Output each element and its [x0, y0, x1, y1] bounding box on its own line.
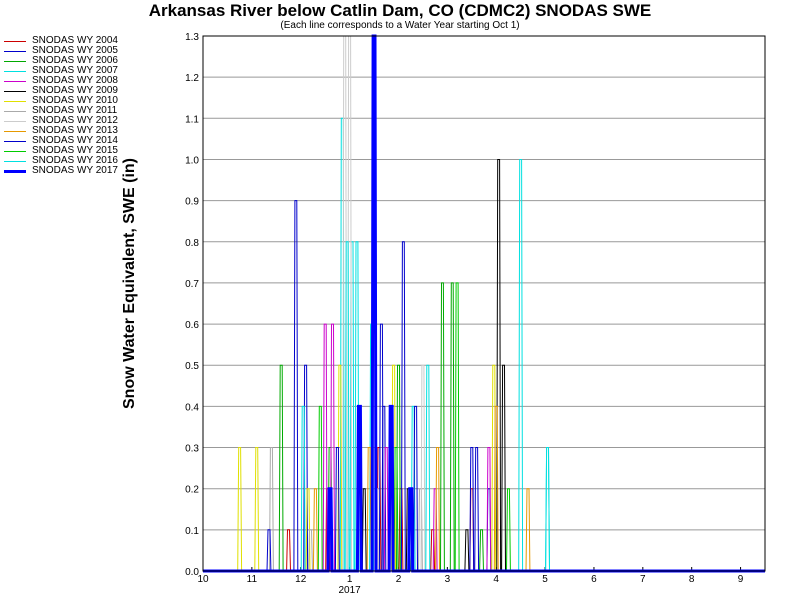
legend-swatch: [4, 50, 26, 52]
legend-swatch: [4, 150, 26, 152]
y-tick-label: 1.1: [185, 114, 199, 125]
legend-label: SNODAS WY 2006: [32, 55, 118, 66]
legend-item: SNODAS WY 2013: [4, 126, 134, 136]
legend-swatch: [4, 130, 26, 132]
x-tick-label: 9: [738, 574, 744, 585]
legend-item: SNODAS WY 2004: [4, 36, 134, 46]
legend-label: SNODAS WY 2011: [32, 105, 118, 116]
x-tick-label: 11: [247, 574, 258, 585]
series-line-10: [203, 323, 765, 572]
legend-item: SNODAS WY 2010: [4, 96, 134, 106]
series-line-3: [203, 117, 765, 572]
y-tick-label: 0.8: [185, 238, 199, 249]
legend-item: SNODAS WY 2012: [4, 116, 134, 126]
series-line-11: [203, 282, 765, 572]
legend-swatch: [4, 70, 26, 72]
legend-label: SNODAS WY 2017: [32, 165, 118, 176]
y-tick-label: 0.0: [185, 567, 199, 578]
legend-item: SNODAS WY 2011: [4, 106, 134, 116]
legend-label: SNODAS WY 2007: [32, 65, 118, 76]
series-line-9: [203, 405, 765, 572]
legend-label: SNODAS WY 2009: [32, 85, 118, 96]
chart-subtitle: (Each line corresponds to a Water Year s…: [280, 20, 520, 31]
legend-item: SNODAS WY 2007: [4, 66, 134, 76]
legend-label: SNODAS WY 2013: [32, 125, 118, 136]
legend-label: SNODAS WY 2008: [32, 75, 118, 86]
legend-label: SNODAS WY 2005: [32, 45, 118, 56]
plot-frame: [202, 35, 766, 572]
series-line-12: [203, 241, 765, 572]
y-tick-label: 1.0: [185, 155, 199, 166]
x-tick-label: 7: [640, 574, 646, 585]
y-tick-label: 0.9: [185, 197, 199, 208]
x-tick-label: 10: [197, 574, 209, 585]
legend-swatch: [4, 90, 26, 92]
y-axis-label: Snow Water Equivalent, SWE (in): [121, 158, 138, 409]
x-tick-label: 5: [542, 574, 548, 585]
series-line-0: [203, 447, 765, 572]
x-tick-label: 3: [445, 574, 451, 585]
legend-item: SNODAS WY 2009: [4, 86, 134, 96]
legend-swatch: [4, 140, 26, 142]
y-tick-label: 0.1: [185, 526, 199, 537]
y-tick-label: 1.2: [185, 73, 199, 84]
legend-item: SNODAS WY 2015: [4, 146, 134, 156]
x-tick-label: 8: [689, 574, 695, 585]
legend-swatch: [4, 110, 26, 112]
legend-swatch: [4, 40, 26, 42]
legend-label: SNODAS WY 2004: [32, 35, 118, 46]
legend-label: SNODAS WY 2015: [32, 145, 118, 156]
series-line-5: [203, 159, 765, 572]
y-tick-label: 0.6: [185, 320, 199, 331]
x-tick-label: 1: [347, 574, 353, 585]
legend-item: SNODAS WY 2008: [4, 76, 134, 86]
legend-label: SNODAS WY 2012: [32, 115, 118, 126]
y-tick-label: 0.3: [185, 444, 199, 455]
legend: SNODAS WY 2004 SNODAS WY 2005 SNODAS WY 20…: [4, 36, 134, 176]
y-tick-label: 0.2: [185, 485, 199, 496]
series-line-4: [203, 323, 765, 572]
legend-swatch: [4, 169, 26, 173]
series-line-2: [203, 282, 765, 572]
legend-swatch: [4, 80, 26, 82]
legend-swatch: [4, 60, 26, 62]
series-line-8: [203, 35, 765, 572]
legend-swatch: [4, 100, 26, 102]
legend-item: SNODAS WY 2016: [4, 156, 134, 166]
legend-label: SNODAS WY 2014: [32, 135, 118, 146]
legend-swatch: [4, 120, 26, 122]
legend-label: SNODAS WY 2010: [32, 95, 118, 106]
series-line-13: [203, 34, 765, 573]
x-year-label: 2017: [338, 585, 361, 596]
chart-title: Arkansas River below Catlin Dam, CO (CDM…: [148, 1, 652, 20]
y-tick-label: 0.7: [185, 279, 199, 290]
x-tick-label: 4: [493, 574, 499, 585]
x-tick-label: 2: [396, 574, 402, 585]
y-tick-label: 0.4: [185, 402, 199, 413]
legend-label: SNODAS WY 2016: [32, 155, 118, 166]
y-tick-label: 0.5: [185, 361, 199, 372]
y-tick-label: 1.3: [185, 32, 199, 43]
legend-swatch: [4, 160, 26, 162]
legend-item: SNODAS WY 2006: [4, 56, 134, 66]
x-tick-label: 12: [295, 574, 307, 585]
legend-item: SNODAS WY 2005: [4, 46, 134, 56]
x-tick-label: 6: [591, 574, 597, 585]
legend-item: SNODAS WY 2014: [4, 136, 134, 146]
legend-item: SNODAS WY 2017: [4, 166, 134, 176]
series-line-1: [203, 200, 765, 572]
